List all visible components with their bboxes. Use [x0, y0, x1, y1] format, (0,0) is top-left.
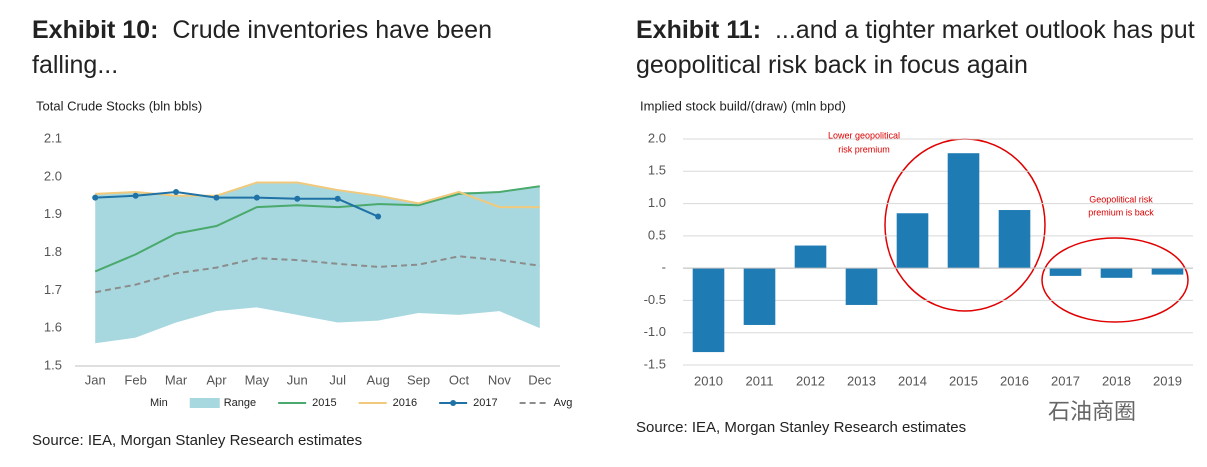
point: [213, 194, 220, 201]
series-line: [95, 181, 540, 209]
title-text: Crude inventories have been falling...: [32, 16, 492, 79]
bar: [1049, 268, 1082, 276]
x-tick-label: 2017: [1051, 373, 1080, 388]
bar: [1100, 268, 1133, 278]
y-tick-label: 2.0: [648, 130, 666, 145]
watermark: 石油商圈: [1048, 399, 1136, 424]
x-tick-label: 2019: [1153, 373, 1182, 388]
legend-marker: [450, 400, 457, 406]
exhibit-11-title: Exhibit 11: ...and a tighter market outl…: [636, 13, 1201, 83]
series-line: [95, 255, 540, 294]
y-tick-label: 1.7: [44, 282, 62, 297]
x-tick-label: Dec: [528, 372, 552, 387]
point: [334, 195, 341, 202]
legend-label: Range: [224, 397, 256, 409]
y-axis-label: Total Crude Stocks (bln bbls): [36, 98, 202, 113]
x-tick-label: Feb: [124, 372, 146, 387]
legend-swatch: [189, 398, 220, 408]
y-tick-label: 1.8: [44, 244, 62, 259]
bar: [998, 210, 1031, 269]
x-tick-label: Oct: [449, 372, 470, 387]
bar: [794, 245, 827, 269]
source: Source: IEA, Morgan Stanley Research est…: [636, 419, 966, 436]
range-area: [95, 182, 540, 344]
y-tick-label: -: [662, 260, 666, 275]
legend-label: Min: [150, 397, 168, 409]
y-tick-label: 0.5: [648, 227, 666, 242]
y-tick-label: 1.6: [44, 320, 62, 335]
bar: [1151, 268, 1184, 275]
x-tick-label: 2016: [1000, 373, 1029, 388]
bar: [947, 153, 980, 269]
series-line: [95, 190, 379, 218]
exhibit-10-title: Exhibit 10: Crude inventories have been …: [32, 13, 572, 83]
x-tick-label: 2011: [746, 373, 774, 388]
annotation: premium is back: [1088, 207, 1154, 217]
x-tick-label: 2018: [1102, 373, 1131, 388]
y-axis-label: Implied stock build/(draw) (mln bpd): [640, 98, 846, 113]
x-tick-label: Jul: [329, 372, 346, 387]
legend-label: 2016: [393, 397, 417, 409]
y-tick-label: -1.5: [644, 356, 666, 371]
x-tick-label: Jun: [287, 372, 308, 387]
bar: [845, 268, 878, 305]
y-tick-label: -0.5: [644, 292, 666, 307]
title-text: ...and a tighter market outlook has put …: [636, 16, 1195, 79]
annotation: Lower geopolitical: [828, 130, 900, 140]
x-tick-label: Sep: [407, 372, 430, 387]
x-tick-label: Jan: [85, 372, 106, 387]
bar: [896, 213, 929, 269]
point: [132, 192, 139, 199]
y-tick-label: 2.0: [44, 168, 62, 183]
bar: [692, 268, 725, 353]
y-tick-label: 1.5: [648, 163, 666, 178]
x-tick-label: 2013: [847, 373, 876, 388]
point: [92, 194, 99, 201]
y-tick-label: 2.1: [44, 130, 62, 145]
x-tick-label: 2014: [898, 373, 927, 388]
y-tick-label: -1.0: [644, 324, 666, 339]
highlight-ellipse: [1041, 237, 1189, 323]
y-tick-label: 1.5: [44, 357, 62, 372]
legend-label: 2017: [473, 397, 497, 409]
point: [375, 213, 382, 220]
x-tick-label: Aug: [367, 372, 390, 387]
legend-label: Avg: [554, 397, 573, 409]
x-tick-label: 2012: [796, 373, 825, 388]
x-tick-label: Mar: [165, 372, 188, 387]
annotation: Geopolitical risk: [1089, 194, 1153, 204]
x-tick-label: May: [245, 372, 270, 387]
point: [253, 194, 260, 201]
y-tick-label: 1.0: [648, 195, 666, 210]
point: [173, 188, 180, 195]
x-tick-label: Apr: [206, 372, 227, 387]
x-tick-label: 2015: [949, 373, 978, 388]
x-tick-label: Nov: [488, 372, 512, 387]
exhibit-label: Exhibit 11:: [636, 16, 762, 44]
source: Source: IEA, Morgan Stanley Research est…: [32, 432, 362, 449]
legend-label: 2015: [312, 397, 336, 409]
point: [294, 195, 301, 202]
y-tick-label: 1.9: [44, 206, 62, 221]
x-tick-label: 2010: [694, 373, 723, 388]
exhibit-label: Exhibit 10:: [32, 16, 159, 44]
annotation: risk premium: [838, 144, 890, 154]
bar: [743, 268, 776, 325]
